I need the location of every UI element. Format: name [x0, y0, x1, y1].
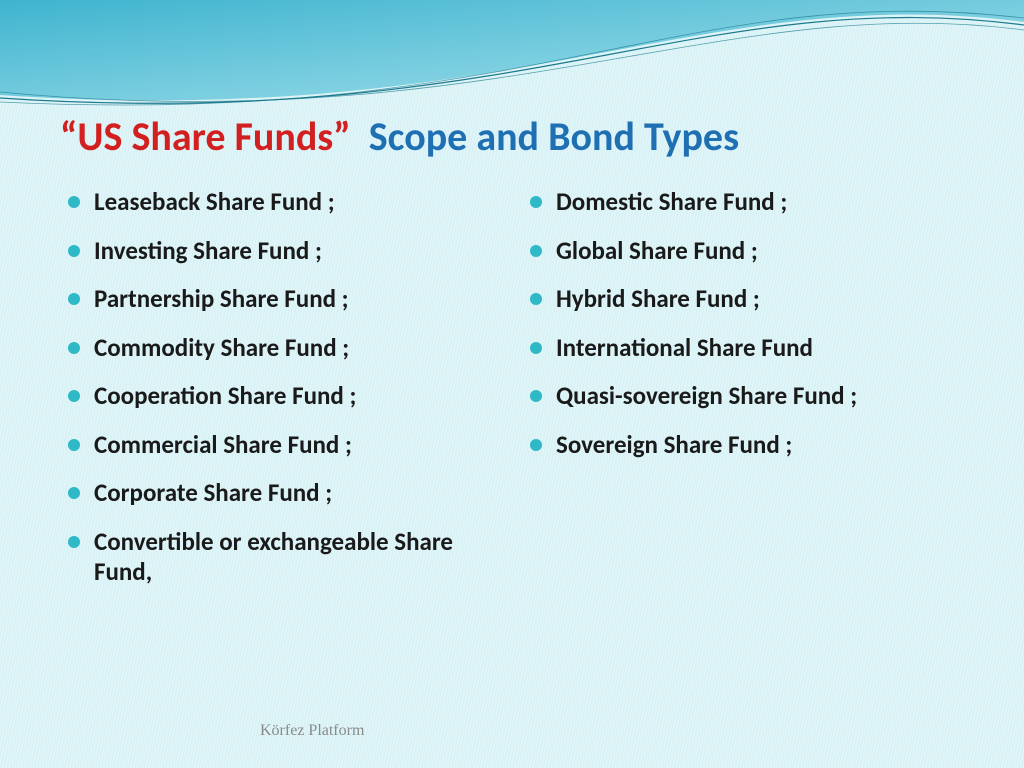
right-column: Domestic Share Fund ; Global Share Fund ;…	[522, 187, 964, 606]
list-item: Domestic Share Fund ;	[522, 187, 964, 218]
slide-title: “US Share Funds” Scope and Bond Types	[60, 115, 964, 159]
footer-text: Körfez Platform	[260, 722, 364, 740]
list-item: Leaseback Share Fund ;	[60, 187, 502, 218]
list-item: Cooperation Share Fund ;	[60, 381, 502, 412]
list-item: Partnership Share Fund ;	[60, 284, 502, 315]
list-item: Hybrid Share Fund ;	[522, 284, 964, 315]
title-part-2: Scope and Bond Types	[369, 112, 739, 161]
slide-content: “US Share Funds” Scope and Bond Types Le…	[0, 0, 1024, 768]
left-column: Leaseback Share Fund ; Investing Share Fu…	[60, 187, 502, 606]
list-item: Global Share Fund ;	[522, 236, 964, 267]
bullet-columns: Leaseback Share Fund ; Investing Share Fu…	[60, 187, 964, 606]
list-item: Commodity Share Fund ;	[60, 333, 502, 364]
list-item: Sovereign Share Fund ;	[522, 430, 964, 461]
list-item: Investing Share Fund ;	[60, 236, 502, 267]
list-item: Corporate Share Fund ;	[60, 478, 502, 509]
list-item: Commercial Share Fund ;	[60, 430, 502, 461]
list-item: Quasi-sovereign Share Fund ;	[522, 381, 964, 412]
title-part-1: “US Share Funds”	[60, 112, 351, 161]
list-item: International Share Fund	[522, 333, 964, 364]
list-item: Convertible or exchangeable Share Fund,	[60, 527, 502, 588]
